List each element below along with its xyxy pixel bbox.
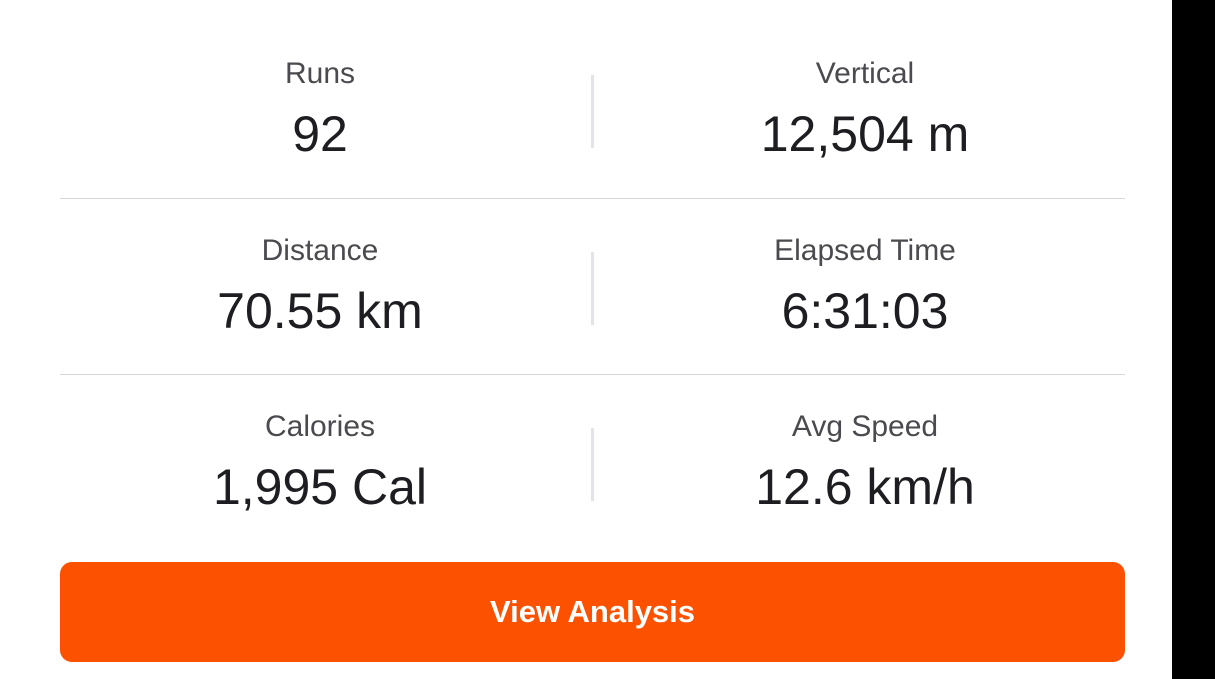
stats-row-calories-speed: Calories 1,995 Cal Avg Speed 12.6 km/h (60, 374, 1125, 551)
stat-runs: Runs 92 (60, 22, 580, 164)
stat-calories: Calories 1,995 Cal (60, 375, 580, 517)
view-analysis-button[interactable]: View Analysis (60, 562, 1125, 662)
stat-avg-speed: Avg Speed 12.6 km/h (605, 375, 1125, 517)
column-divider (591, 428, 594, 501)
stat-value: 92 (292, 106, 348, 162)
stats-row-runs-vertical: Runs 92 Vertical 12,504 m (60, 22, 1125, 198)
stat-label: Elapsed Time (774, 234, 956, 267)
column-divider (591, 252, 594, 325)
stat-label: Calories (264, 410, 376, 443)
stat-label: Vertical (815, 57, 915, 90)
stat-label: Distance (261, 234, 379, 267)
stat-value: 12,504 m (760, 106, 970, 162)
stat-value: 1,995 Cal (212, 459, 428, 515)
stats-panel: Runs 92 Vertical 12,504 m Distance 70.55… (0, 0, 1172, 679)
stat-distance: Distance 70.55 km (60, 199, 580, 341)
column-divider (591, 75, 594, 148)
stat-value: 70.55 km (217, 283, 423, 339)
stat-value: 12.6 km/h (755, 459, 975, 515)
stat-label: Runs (284, 57, 356, 90)
stat-elapsed-time: Elapsed Time 6:31:03 (605, 199, 1125, 341)
stat-label: Avg Speed (791, 410, 939, 443)
stat-value: 6:31:03 (781, 283, 949, 339)
stats-row-distance-time: Distance 70.55 km Elapsed Time 6:31:03 (60, 198, 1125, 375)
stat-vertical: Vertical 12,504 m (605, 22, 1125, 164)
